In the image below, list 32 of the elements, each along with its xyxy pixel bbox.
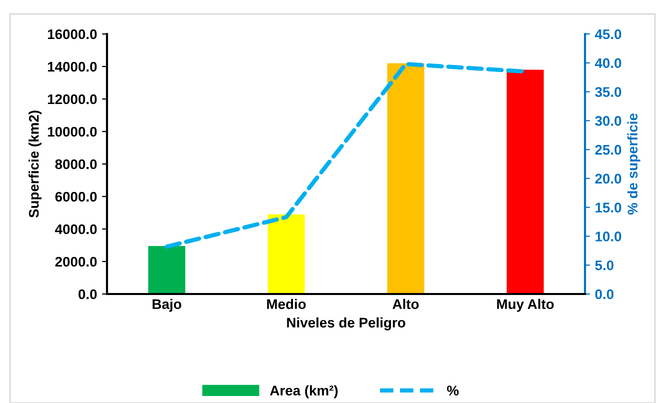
x-axis-title: Niveles de Peligro bbox=[287, 317, 406, 330]
y2-tick-label: 5.0 bbox=[595, 260, 614, 270]
y-axis-title: Superficie (km2) bbox=[28, 110, 42, 218]
y2-axis-title: % de superficie bbox=[627, 114, 640, 215]
y2-tick-label: 0.0 bbox=[595, 289, 614, 300]
y2-tick-label: 10.0 bbox=[596, 232, 622, 242]
x-tick-label: Medio bbox=[267, 298, 306, 310]
y-tick-label: 14000.0 bbox=[48, 62, 97, 72]
y-tick-label: 0.0 bbox=[78, 289, 97, 300]
y2-tick-label: 15.0 bbox=[596, 202, 622, 213]
y-tick-label: 6000.0 bbox=[55, 192, 97, 202]
bar bbox=[268, 214, 305, 294]
x-tick-label: Bajo bbox=[152, 298, 182, 312]
bar bbox=[506, 70, 544, 294]
y2-tick-label: 40.0 bbox=[594, 58, 622, 68]
x-tick-label: Alto bbox=[392, 298, 419, 310]
y2-tick-label: 20.0 bbox=[595, 174, 622, 184]
y-tick-label: 16000.0 bbox=[48, 29, 97, 40]
bar bbox=[387, 63, 424, 294]
legend-label: % bbox=[447, 386, 459, 396]
x-tick-label: Muy Alto bbox=[497, 298, 554, 312]
y-tick-label: 2000.0 bbox=[55, 256, 97, 267]
y-tick-label: 10000.0 bbox=[48, 126, 97, 137]
y2-tick-label: 30.0 bbox=[595, 116, 622, 126]
y2-tick-label: 35.0 bbox=[595, 87, 622, 97]
y2-tick-label: 45.0 bbox=[594, 29, 622, 40]
legend-label: Area (km²) bbox=[270, 385, 338, 398]
y-tick-label: 8000.0 bbox=[55, 159, 97, 170]
y-tick-label: 12000.0 bbox=[48, 94, 97, 104]
y2-tick-label: 25.0 bbox=[595, 144, 622, 155]
y-tick-label: 4000.0 bbox=[55, 224, 97, 234]
bar bbox=[148, 246, 186, 294]
